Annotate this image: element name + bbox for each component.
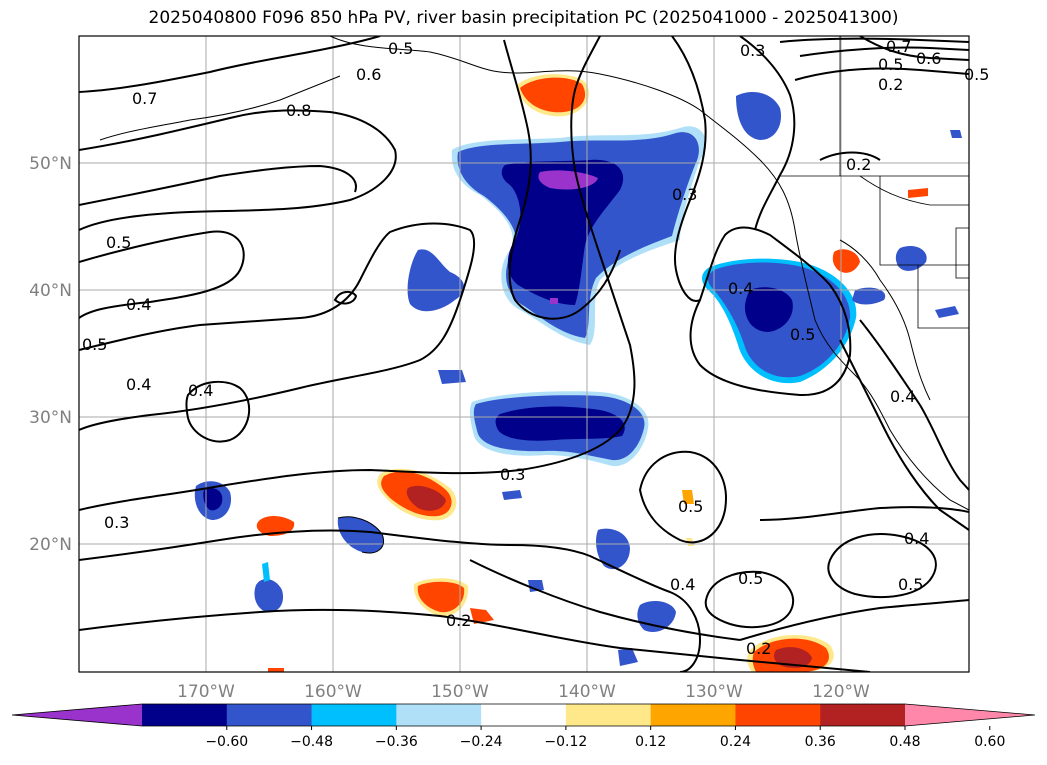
lon-label-140w: 140°W [558,682,616,702]
lat-label-20n: 20°N [29,535,72,555]
lon-label-170w: 170°W [177,682,235,702]
contour-label: 0.5 [964,65,989,84]
contour-label: 0.8 [286,101,311,120]
colorbar-swatch [396,704,482,726]
contour-label: 0.4 [188,381,213,400]
contour-label: 0.4 [890,387,915,406]
contour-label: 0.6 [916,49,941,68]
contour-label: 0.4 [670,575,695,594]
lon-label-150w: 150°W [431,682,489,702]
lat-label-30n: 30°N [29,408,72,428]
colorbar-swatch [650,704,736,726]
contour-label: 0.2 [878,75,903,94]
contour-label: 0.4 [126,375,151,394]
colorbar-swatch [226,704,313,726]
colorbar: −0.60 −0.48 −0.36 −0.24 −0.12 0.12 0.24 0.36 0.4… [11,703,1036,750]
colorbar-tick-label: −0.24 [460,734,503,750]
colorbar-swatch [142,704,228,726]
contour-label: 0.5 [388,39,413,58]
contour-label: 0.4 [126,295,151,314]
latitude-labels: 50°N 40°N 30°N 20°N [29,154,72,555]
pv-contours [79,36,969,672]
contour-label: 0.2 [446,611,471,630]
colorbar-tick-label: −0.48 [290,734,333,750]
lon-label-160w: 160°W [304,682,362,702]
longitude-labels: 170°W 160°W 150°W 140°W 130°W 120°W [177,682,870,702]
colorbar-tick-label: −0.36 [375,734,418,750]
map-title: 2025040800 F096 850 hPa PV, river basin … [148,8,899,28]
lat-label-50n: 50°N [29,154,72,174]
colorbar-tick-label: −0.60 [205,734,248,750]
contour-label: 0.6 [356,65,381,84]
colorbar-swatch [820,704,906,726]
lon-label-120w: 120°W [812,682,870,702]
colorbar-tick-label: 0.36 [805,734,836,750]
colorbar-tick-label: 0.60 [974,734,1005,750]
colorbar-tick-label: 0.12 [635,734,666,750]
contour-label: 0.5 [738,569,763,588]
contour-label: 0.3 [672,185,697,204]
contour-label: 0.3 [104,513,129,532]
colorbar-swatch [311,704,397,726]
contour-label: 0.4 [728,279,753,298]
contour-label: 0.5 [82,335,107,354]
contour-labels: 0.7 0.8 0.6 0.5 0.5 0.4 0.5 0.4 0.4 0.3 … [82,37,989,658]
colorbar-extension-low [12,704,142,726]
contour-label: 0.7 [886,37,911,56]
colorbar-extension-high [905,704,1035,726]
colorbar-swatch [481,704,567,726]
colorbar-swatch [565,704,652,726]
coastlines [99,36,969,554]
contour-label: 0.5 [678,497,703,516]
colorbar-tick-label: −0.12 [544,734,587,750]
contour-label: 0.5 [106,233,131,252]
contour-label: 0.2 [746,639,771,658]
contour-label: 0.5 [790,325,815,344]
contour-label: 0.4 [904,529,929,548]
graticule [79,36,969,672]
colorbar-tick-label: 0.24 [720,734,751,750]
lat-label-40n: 40°N [29,281,72,301]
colorbar-swatch [735,704,821,726]
map-frame [78,35,970,673]
contour-label: 0.2 [846,155,871,174]
contour-label: 0.3 [500,465,525,484]
lon-label-130w: 130°W [685,682,743,702]
contour-label: 0.3 [740,41,765,60]
contour-label: 0.7 [132,89,157,108]
colorbar-outline [11,703,1036,727]
colorbar-tick-label: 0.48 [889,734,920,750]
contour-label: 0.5 [898,575,923,594]
contour-label: 0.5 [878,55,903,74]
